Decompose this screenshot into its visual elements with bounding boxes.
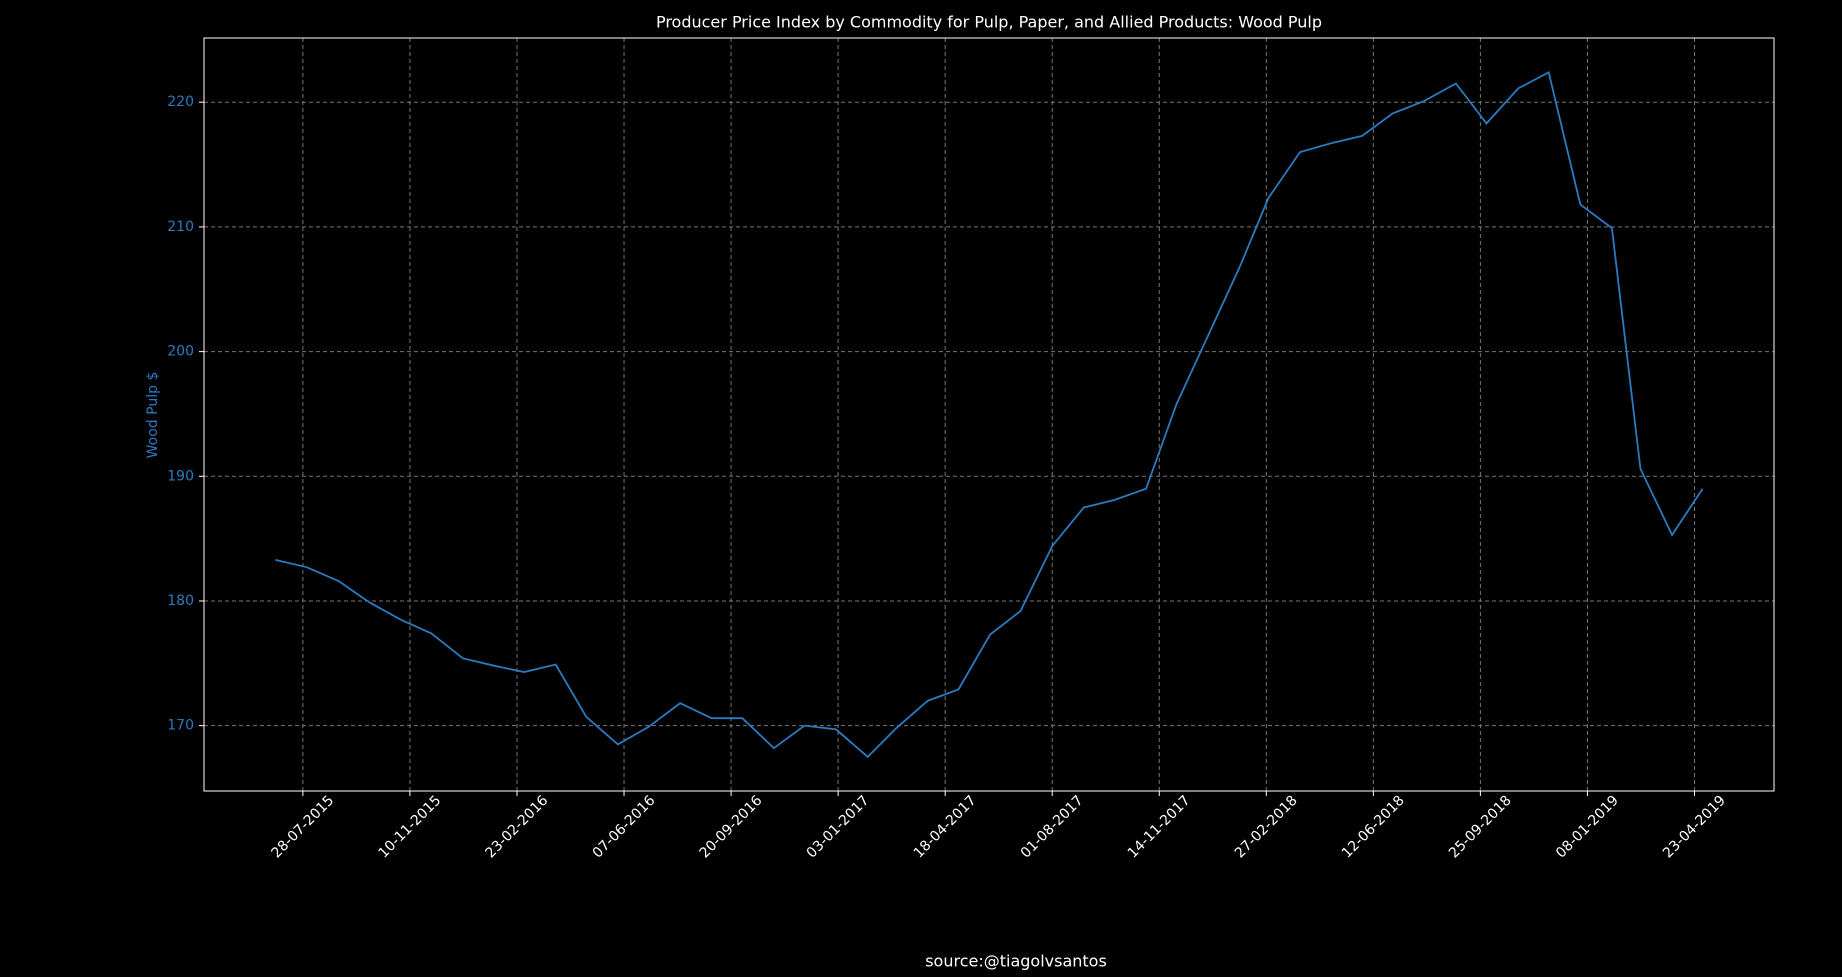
y-tick-label: 180 xyxy=(167,593,194,609)
plot-frame xyxy=(203,37,1775,792)
y-axis-label: Wood Pulp $ xyxy=(145,372,161,459)
source-note: source:@tiagolvsantos xyxy=(925,952,1107,971)
chart-title: Producer Price Index by Commodity for Pu… xyxy=(656,13,1322,32)
y-tick-label: 200 xyxy=(167,344,194,360)
y-tick-label: 220 xyxy=(167,94,194,110)
y-tick-label: 210 xyxy=(167,219,194,235)
data-line xyxy=(275,70,1704,759)
y-tick-label: 190 xyxy=(167,468,194,484)
y-tick-label: 170 xyxy=(167,718,194,734)
